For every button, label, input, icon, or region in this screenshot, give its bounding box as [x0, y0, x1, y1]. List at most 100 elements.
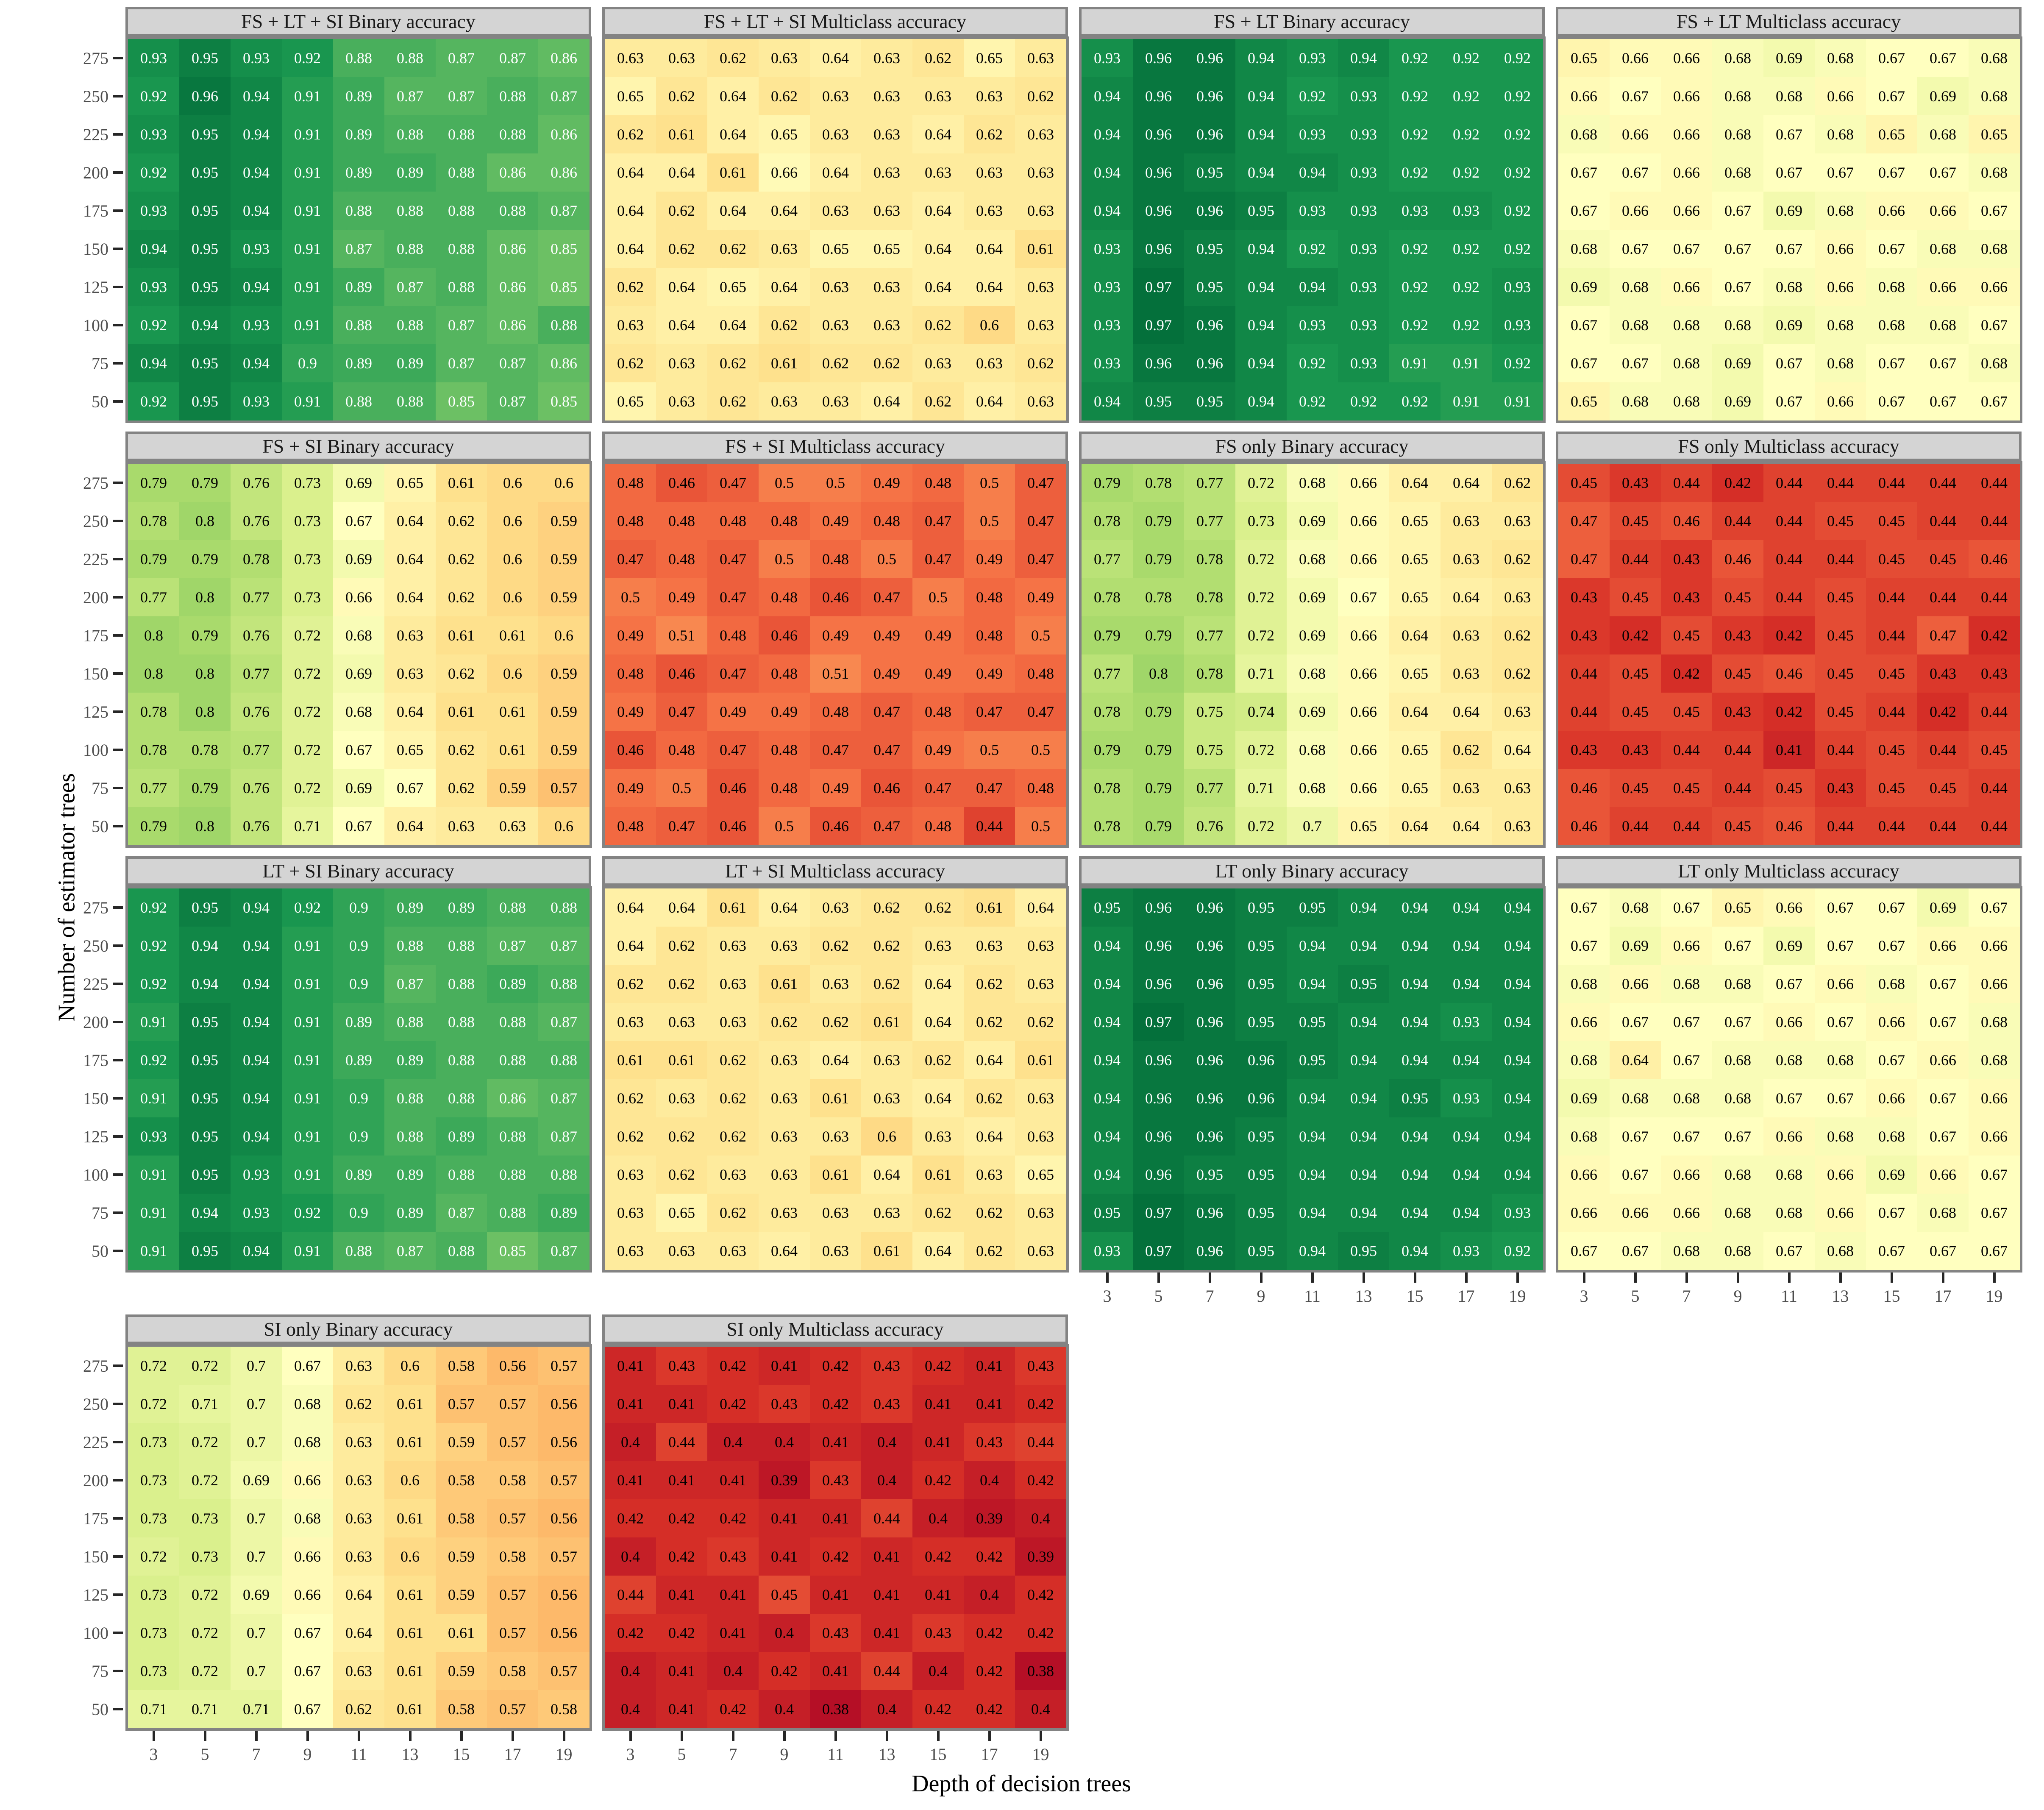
heatmap-cell: 0.4 [964, 1576, 1015, 1614]
heatmap-cell: 0.94 [1389, 1232, 1441, 1270]
heatmap-cell: 0.45 [1815, 693, 1866, 731]
x-tick-mark [1634, 1273, 1637, 1283]
heatmap-cell: 0.92 [1389, 268, 1441, 306]
heatmap-cell: 0.63 [759, 39, 810, 77]
heatmap-cell: 0.49 [810, 502, 861, 540]
heatmap-cell: 0.62 [656, 927, 707, 965]
heatmap-cell: 0.93 [128, 39, 179, 77]
heatmap-cell: 0.91 [282, 1079, 333, 1117]
heatmap-cell: 0.48 [759, 769, 810, 807]
heatmap-cell: 0.79 [179, 616, 231, 654]
heatmap-cell: 0.94 [1492, 1117, 1543, 1156]
y-tick-mark [113, 1670, 123, 1672]
heatmap-cell: 0.92 [128, 153, 179, 192]
heatmap-cell: 0.94 [1492, 1079, 1543, 1117]
heatmap-cell: 0.59 [436, 1423, 487, 1461]
heatmap-cell: 0.88 [487, 1041, 538, 1079]
heatmap-cell: 0.63 [605, 1003, 656, 1041]
heatmap-cell: 0.91 [1441, 344, 1492, 382]
heatmap-cell: 0.78 [1082, 693, 1133, 731]
y-tick-label: 175 [83, 201, 108, 220]
heatmap-cell: 0.87 [436, 1194, 487, 1232]
heatmap-cell: 0.66 [1338, 616, 1389, 654]
heatmap-cell: 0.69 [1917, 77, 1969, 115]
heatmap-cell: 0.79 [128, 807, 179, 845]
heatmap-cell: 0.67 [1866, 927, 1917, 965]
heatmap-cell: 0.96 [1184, 1003, 1235, 1041]
heatmap-cell: 0.9 [333, 1194, 384, 1232]
heatmap-cell: 0.93 [1492, 306, 1543, 344]
heatmap-cell: 0.68 [1712, 1079, 1763, 1117]
heatmap-cell: 0.47 [912, 540, 964, 578]
y-tick-label: 175 [83, 1050, 108, 1070]
x-tick-label: 7 [1205, 1286, 1214, 1306]
heatmap-cell: 0.63 [1015, 382, 1066, 420]
heatmap-cell: 0.41 [656, 1385, 707, 1423]
y-tick-mark [113, 710, 123, 713]
heatmap-cell: 0.68 [1866, 306, 1917, 344]
heatmap-cell: 0.88 [436, 927, 487, 965]
y-tick: 275 [33, 39, 123, 77]
heatmap-cell: 0.88 [436, 1003, 487, 1041]
heatmap-cell: 0.94 [1492, 965, 1543, 1003]
heatmap-cell: 0.88 [384, 1079, 436, 1117]
x-tick: 9 [1235, 1273, 1287, 1306]
heatmap-cell: 0.67 [1866, 1041, 1917, 1079]
y-tick-mark [113, 400, 123, 403]
heatmap-cell: 0.97 [1133, 1194, 1184, 1232]
heatmap-cell: 0.67 [1866, 1194, 1917, 1232]
heatmap-cell: 0.67 [1969, 1156, 2020, 1194]
heatmap-cell: 0.87 [333, 230, 384, 268]
heatmap-cell: 0.73 [128, 1461, 179, 1499]
heatmap-cell: 0.78 [1082, 807, 1133, 845]
heatmap-cell: 0.95 [1235, 1156, 1287, 1194]
heatmap-cell: 0.86 [538, 153, 590, 192]
heatmap-cell: 0.58 [487, 1652, 538, 1690]
heatmap-cell: 0.73 [1235, 502, 1287, 540]
heatmap-cell: 0.94 [231, 344, 282, 382]
heatmap-cell: 0.68 [1712, 1232, 1763, 1270]
heatmap-cell: 0.93 [231, 382, 282, 420]
heatmap-cell: 0.48 [964, 578, 1015, 616]
heatmap-cell: 0.68 [1712, 1156, 1763, 1194]
heatmap-cell: 0.88 [436, 965, 487, 1003]
heatmap-cell: 0.44 [1969, 578, 2020, 616]
heatmap-cell: 0.95 [1338, 965, 1389, 1003]
y-tick-mark [113, 286, 123, 288]
y-tick: 50 [33, 807, 123, 845]
heatmap-cell: 0.66 [1815, 268, 1866, 306]
heatmap-cell: 0.42 [810, 1537, 861, 1576]
heatmap-grid: 0.92 0.95 0.94 0.92 0.9 0.89 0.89 0.88 0.88 0.92 0… [125, 886, 592, 1273]
x-tick-label: 11 [1781, 1286, 1797, 1306]
heatmap-cell: 0.66 [333, 578, 384, 616]
heatmap-cell: 0.62 [759, 77, 810, 115]
heatmap-cell: 0.65 [810, 230, 861, 268]
y-tick-mark [113, 1021, 123, 1023]
panel-title: FS only Binary accuracy [1079, 432, 1545, 461]
y-tick: 150 [33, 230, 123, 268]
heatmap-cell: 0.62 [436, 578, 487, 616]
heatmap-cell: 0.66 [1338, 464, 1389, 502]
heatmap-cell: 0.4 [861, 1461, 912, 1499]
heatmap-cell: 0.89 [384, 1041, 436, 1079]
heatmap-cell: 0.67 [1815, 153, 1866, 192]
heatmap-cell: 0.92 [282, 888, 333, 927]
y-tick-mark [113, 1708, 123, 1710]
heatmap-cell: 0.79 [1133, 540, 1184, 578]
heatmap-cell: 0.41 [810, 1652, 861, 1690]
heatmap-cell: 0.43 [1712, 693, 1763, 731]
heatmap-cell: 0.65 [964, 39, 1015, 77]
heatmap-cell: 0.94 [1082, 192, 1133, 230]
y-tick-mark [113, 248, 123, 250]
heatmap-cell: 0.95 [179, 888, 231, 927]
y-tick-mark [113, 171, 123, 174]
heatmap-cell: 0.62 [861, 888, 912, 927]
heatmap-cell: 0.65 [1712, 888, 1763, 927]
heatmap-cell: 0.48 [656, 540, 707, 578]
heatmap-cell: 0.91 [1389, 344, 1441, 382]
x-tick-mark [731, 1731, 734, 1741]
heatmap-cell: 0.86 [487, 306, 538, 344]
heatmap-cell: 0.41 [656, 1461, 707, 1499]
heatmap-cell: 0.77 [231, 578, 282, 616]
heatmap-cell: 0.63 [861, 192, 912, 230]
